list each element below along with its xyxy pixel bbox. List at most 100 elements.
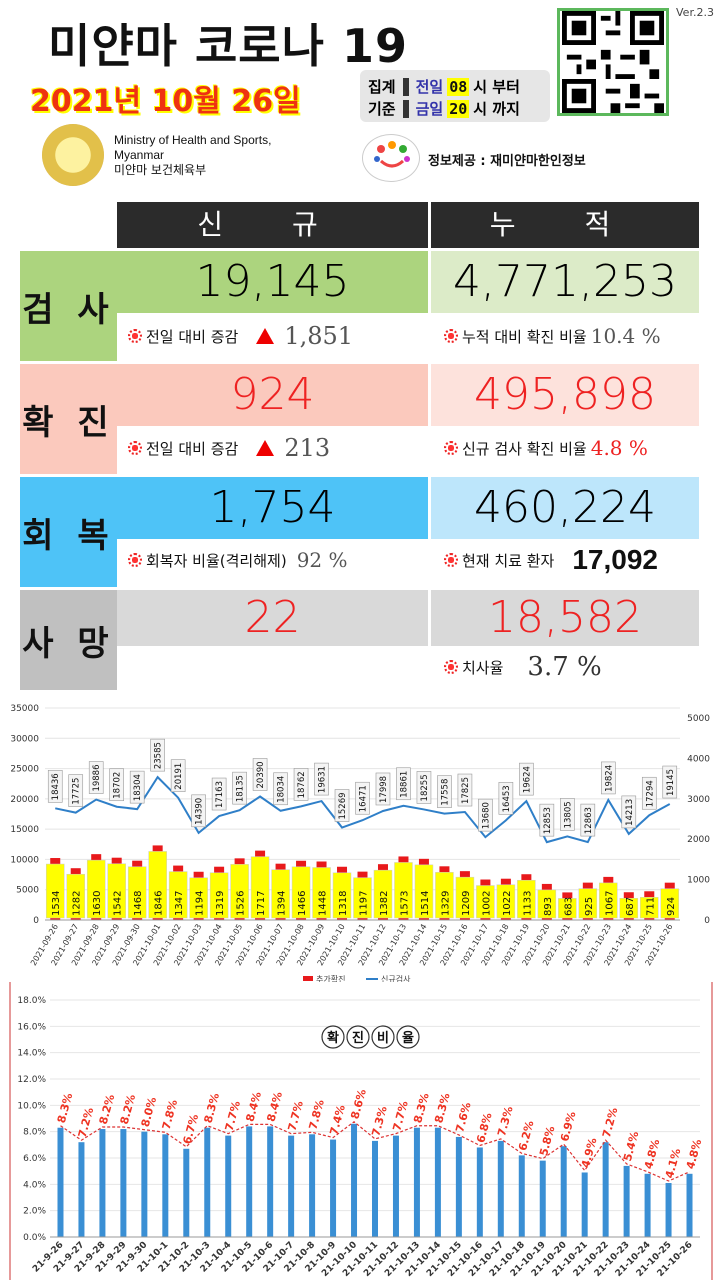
title-circle — [346, 1025, 370, 1049]
test-change: 전일 대비 증감 1,851 — [128, 316, 353, 356]
ministry-kr: 미얀마 보건체육부 — [114, 163, 207, 177]
bar-positivity — [518, 1155, 525, 1237]
bar-label-box — [271, 869, 290, 919]
chart-title-char: 진 — [352, 1030, 364, 1046]
bar-positivity — [560, 1146, 567, 1237]
bar-positivity — [57, 1127, 64, 1237]
column-header-total: 누 적 — [431, 202, 699, 248]
line-value-label: 12853 — [543, 807, 553, 834]
new-test-positive-rate-value: 4.8 % — [590, 436, 648, 460]
line-new-tests — [55, 775, 671, 844]
test-positive-rate-value: 10.4 % — [590, 324, 661, 348]
bar-positivity — [581, 1172, 588, 1237]
qr-code[interactable] — [557, 8, 669, 116]
line-value-label: 20390 — [256, 761, 266, 788]
bar-label-box — [127, 866, 147, 919]
bar-value-label: 683 — [563, 897, 574, 916]
test-positive-rate-label: 누적 대비 확진 비율 — [462, 327, 587, 346]
y-tick-label: 2.0% — [23, 1207, 46, 1217]
bar-positivity — [372, 1140, 378, 1237]
y-right-tick-label: 5000 — [687, 714, 710, 724]
bar-label-box — [209, 872, 229, 919]
line-label-box — [478, 798, 493, 832]
line-label-box — [211, 777, 227, 811]
line-value-label: 14213 — [625, 799, 635, 826]
bar-positivity — [246, 1126, 253, 1237]
line-value-label: 19631 — [318, 766, 328, 793]
recovery-rate: 회복자 비율(격리해제) 92 % — [128, 540, 348, 580]
ministry-emblem-icon — [42, 124, 104, 186]
basis-to-suffix: 시 까지 — [473, 100, 520, 118]
bar-positivity — [665, 1183, 672, 1237]
bar-label-box — [640, 897, 659, 919]
bar-value-label: 1542 — [113, 891, 124, 916]
bar-positivity — [225, 1135, 232, 1237]
bar-positivity — [309, 1134, 316, 1237]
bar-label-box — [291, 866, 311, 919]
active-cases: 현재 치료 환자 17,092 — [444, 540, 658, 580]
line-label-box — [252, 758, 268, 791]
bar-label-box — [496, 884, 516, 919]
y-right-tick-label: 4000 — [687, 754, 710, 764]
y-left-tick-label: 20000 — [10, 795, 39, 805]
line-label-box — [621, 795, 637, 829]
y-left-tick-label: 35000 — [10, 704, 39, 714]
line-value-label: 17725 — [72, 778, 82, 805]
bar-value-label: 1197 — [359, 891, 370, 916]
bar-value-label: 1468 — [133, 891, 144, 916]
y-right-tick-label: 0 — [704, 916, 710, 926]
y-tick-label: 12.0% — [17, 1075, 46, 1085]
y-tick-label: 16.0% — [17, 1022, 46, 1032]
chart-title-char: 율 — [402, 1030, 414, 1046]
test-positive-rate: 누적 대비 확진 비율 10.4 % — [444, 316, 661, 356]
bullet-icon — [444, 660, 458, 674]
korean-info-logo-icon — [362, 134, 420, 182]
ministry-en-2: Myanmar — [114, 148, 165, 162]
bar-positivity — [455, 1136, 462, 1237]
bar-label-box — [230, 864, 249, 919]
line-value-label: 18861 — [399, 771, 409, 798]
y-left-tick-label: 10000 — [10, 855, 39, 865]
row-label-test: 검 사 — [20, 251, 117, 361]
line-label-box — [150, 738, 165, 772]
bar-value-label: 1573 — [399, 891, 410, 916]
line-value-label: 15269 — [338, 792, 348, 819]
bar-value-label: 925 — [584, 897, 595, 916]
bar-label-box — [455, 876, 475, 919]
confirmed-change-value: 213 — [284, 434, 331, 462]
y-tick-label: 6.0% — [23, 1154, 46, 1164]
bar-value-label: 1329 — [440, 891, 451, 916]
test-new-value: 19,145 — [117, 251, 428, 313]
bar-value-label: 1133 — [522, 891, 533, 916]
bar-label-box — [353, 877, 372, 919]
line-label-box — [314, 762, 329, 796]
line-label-box — [641, 776, 657, 810]
line-value-label: 18436 — [51, 773, 61, 800]
y-left-tick-label: 0 — [33, 916, 39, 926]
line-label-box — [170, 759, 186, 793]
y-left-tick-label: 30000 — [10, 734, 39, 744]
bar-value-label: 1514 — [420, 891, 431, 916]
line-value-label: 13805 — [563, 801, 573, 828]
line-label-box — [375, 772, 391, 806]
y-tick-label: 14.0% — [17, 1049, 46, 1059]
bar-label-box — [619, 897, 639, 919]
bar-positivity — [686, 1173, 693, 1237]
line-value-label: 19145 — [666, 769, 676, 796]
y-right-tick-label: 2000 — [687, 835, 710, 845]
line-label-box — [47, 770, 63, 803]
chart-title-char: 확 — [327, 1030, 339, 1046]
bar-value-label: 1448 — [318, 891, 329, 916]
fatality-rate-label: 치사율 — [462, 658, 504, 677]
bar-positivity — [351, 1123, 358, 1237]
line-label-box — [560, 798, 575, 831]
legend-label-cases: 추가확진 — [316, 974, 345, 984]
y-right-tick-label: 1000 — [687, 876, 710, 886]
bar-label-box — [578, 888, 598, 919]
positivity-rate-chart: 0.0% 2.0% 4.0% 6.0% 8.0% 10.0% 12.0% 14.0% 16.0%… — [0, 982, 720, 1280]
line-value-label: 20191 — [174, 763, 184, 790]
line-value-label: 16471 — [359, 785, 369, 812]
ministry-en: Ministry of Health and Sports, — [114, 133, 272, 147]
recovered-new-value: 1,754 — [117, 477, 428, 539]
line-label-box — [580, 803, 596, 837]
